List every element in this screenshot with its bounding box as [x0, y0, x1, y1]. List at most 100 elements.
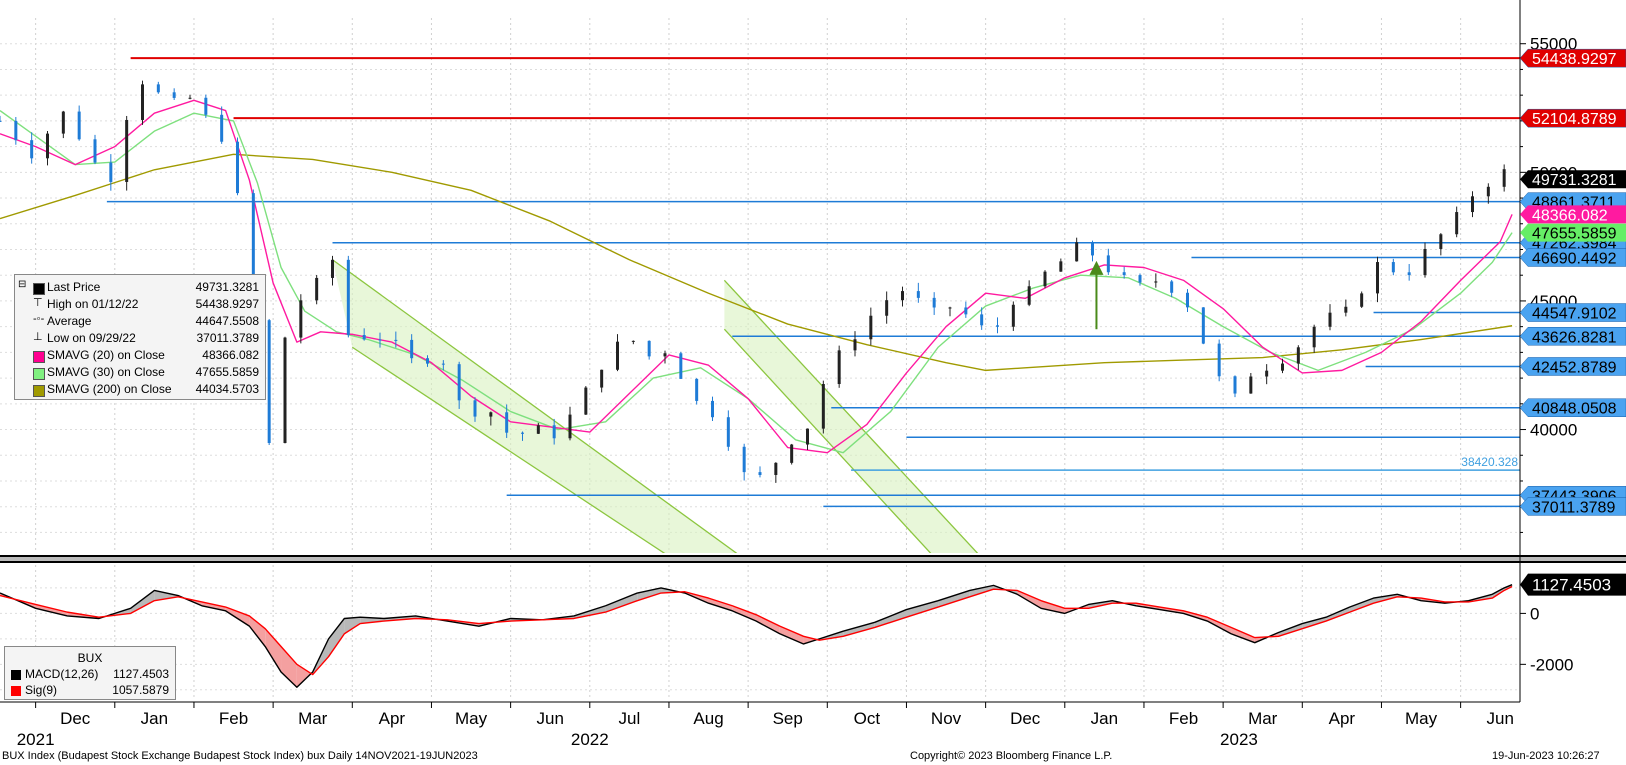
legend-value: 44034.5703	[195, 382, 259, 396]
candle-body	[362, 335, 366, 340]
macd-legend-row: MACD(12,26) 1127.4503	[11, 667, 169, 683]
legend-value: 44647.5508	[195, 314, 259, 328]
level-tag-label: 44547.9102	[1532, 306, 1617, 323]
signal-legend-row: Sig(9) 1057.5879	[11, 683, 169, 699]
candle-body	[948, 307, 952, 309]
level-tag-label: 54438.9297	[1532, 51, 1617, 68]
signal-line	[0, 585, 1513, 676]
candle-body	[1407, 272, 1411, 276]
legend-label: SMAVG (30) on Close	[47, 365, 165, 379]
candle-body	[774, 462, 778, 475]
candle-body	[1471, 196, 1474, 213]
price-tag-label: 47655.5859	[1532, 226, 1617, 243]
level-tag-label: 40848.0508	[1532, 401, 1617, 418]
candle-body	[172, 92, 176, 98]
candle-body	[568, 414, 572, 439]
candle-body	[996, 325, 999, 327]
candle-body	[1154, 281, 1158, 283]
level-tag-label: 46690.4492	[1532, 250, 1617, 267]
footer-timestamp: 19-Jun-2023 10:26:27	[1492, 750, 1600, 762]
macd-diff-fill	[281, 646, 297, 688]
candle-body	[1486, 186, 1490, 197]
macd-diff-fill	[605, 593, 638, 613]
candle-body	[1138, 275, 1142, 283]
collapse-icon[interactable]: ⊟	[18, 279, 27, 290]
panel-divider	[0, 556, 1626, 562]
macd-diff-fill	[1278, 623, 1303, 637]
x-tick-label: Apr	[1329, 709, 1356, 728]
candle-body	[61, 111, 65, 134]
legend-swatch: -◦-	[33, 313, 45, 325]
candle-body	[901, 291, 904, 301]
macd-diff-fill	[779, 626, 804, 644]
level-tag-label: 37011.3789	[1532, 499, 1615, 516]
candle-body	[631, 340, 635, 342]
candle-body	[1391, 262, 1395, 273]
candle-body	[1360, 293, 1364, 307]
macd-diff-fill	[344, 617, 361, 634]
horizontal-levels: 38420.328	[106, 57, 1520, 508]
candle-body	[616, 341, 619, 370]
macd-diff-fill	[732, 605, 757, 622]
candle-body	[679, 353, 683, 379]
macd-label: MACD(12,26)	[25, 667, 99, 681]
level-tag	[1519, 497, 1626, 516]
candle-body	[0, 120, 2, 122]
candle-body	[251, 193, 255, 321]
candle-body	[1376, 262, 1379, 294]
candle-body	[315, 277, 319, 301]
candle-body	[378, 339, 382, 341]
macd-value: 1127.4503	[113, 667, 169, 681]
macd-diff-fill	[130, 590, 155, 614]
channel-upper	[723, 279, 979, 553]
macd-diff-fill	[906, 600, 939, 618]
candle-body	[1312, 326, 1316, 348]
candle-body	[473, 400, 477, 417]
candle-body	[346, 259, 350, 336]
candle-body	[932, 297, 936, 308]
candle-body	[188, 97, 192, 99]
candle-body	[1328, 312, 1332, 327]
candle-body	[916, 291, 920, 298]
x-tick-label: Mar	[1248, 709, 1278, 728]
sma20-line	[0, 99, 1513, 454]
macd-diff-fill	[938, 590, 970, 608]
level-tag-label: 52104.8789	[1532, 111, 1617, 128]
candle-body	[1296, 347, 1300, 364]
level-tag	[1519, 248, 1626, 267]
candle-body	[885, 300, 889, 316]
price-tag-label: 49731.3281	[1532, 172, 1617, 189]
legend-value: 49731.3281	[195, 280, 259, 294]
macd-diff-fill	[1349, 598, 1374, 613]
legend-row: SMAVG (30) on Close 47655.5859	[33, 364, 259, 382]
legend-label: High on 01/12/22	[47, 297, 139, 311]
x-tick-label: Mar	[298, 709, 328, 728]
candle-body	[1122, 272, 1126, 276]
price-series	[0, 80, 1513, 483]
x-tick-label: May	[455, 709, 488, 728]
candle-body	[441, 363, 445, 365]
macd-diff-fill	[1326, 607, 1350, 622]
macd-diff-fill	[843, 622, 875, 637]
macd-diff-fill	[969, 585, 994, 597]
macd-price-tag	[1520, 573, 1626, 596]
year-label: 2021	[17, 730, 55, 748]
legend-swatch: ⊥	[33, 331, 43, 343]
candle-body	[489, 412, 493, 417]
candle-body	[1059, 261, 1063, 272]
year-label: 2023	[1220, 730, 1258, 748]
candle-body	[236, 141, 239, 194]
candle-body	[1249, 376, 1253, 394]
x-tick-label: Jun	[536, 709, 563, 728]
legend-row: -◦- Average 44647.5508	[33, 313, 259, 331]
candle-body	[869, 315, 873, 340]
candle-body	[552, 425, 556, 439]
candle-body	[1439, 234, 1443, 249]
channel-lower	[723, 328, 932, 553]
legend-swatch: ⊤	[33, 297, 43, 309]
macd-diff-fill	[1017, 590, 1042, 609]
sma30-line	[0, 110, 1513, 454]
footer: BUX Index (Budapest Stock Exchange Budap…	[0, 748, 1626, 765]
candle-body	[410, 339, 414, 359]
